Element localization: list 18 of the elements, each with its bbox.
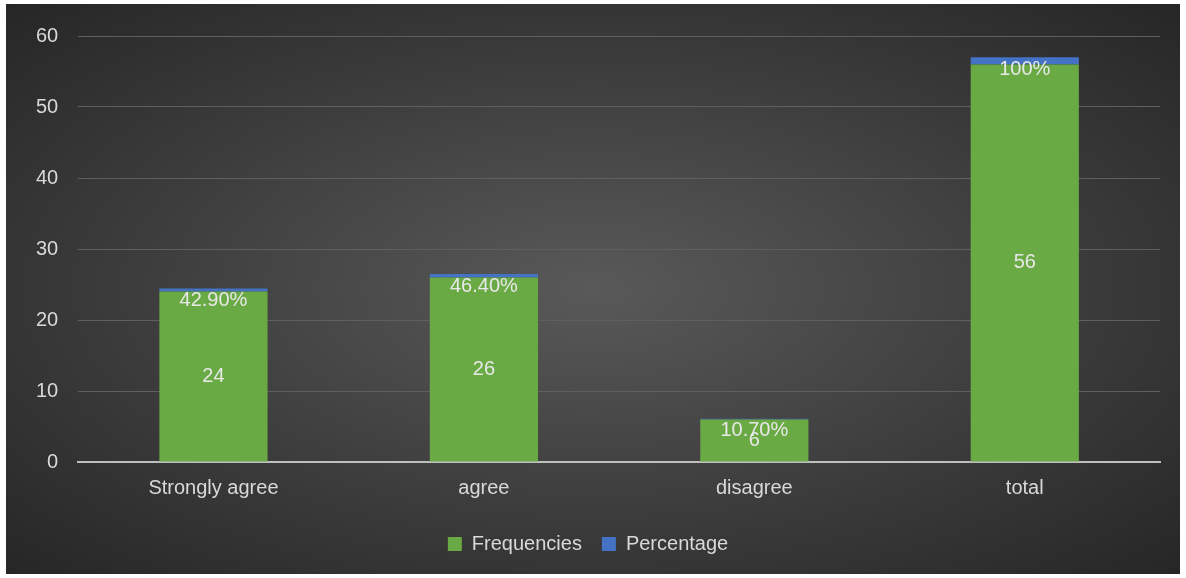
data-label: 46.40% xyxy=(449,273,519,296)
legend-label: Percentage xyxy=(625,531,729,554)
y-tick-label: 50 xyxy=(36,94,59,117)
data-label: 42.90% xyxy=(179,288,248,311)
y-tick-label: 20 xyxy=(36,307,59,330)
x-tick-label: total xyxy=(1005,475,1044,498)
x-tick-label: Strongly agree xyxy=(148,475,279,498)
y-tick-label: 40 xyxy=(36,165,59,188)
x-tick-label: agree xyxy=(458,475,510,498)
legend-label: Frequencies xyxy=(471,531,582,554)
y-tick-label: 60 xyxy=(36,23,59,46)
data-label: 56 xyxy=(1013,250,1036,273)
y-tick-label: 10 xyxy=(36,378,59,401)
y-tick-label: 0 xyxy=(47,449,59,472)
data-label: 26 xyxy=(472,356,496,379)
data-label: 24 xyxy=(202,364,225,387)
x-tick-label: disagree xyxy=(715,475,793,498)
y-tick-label: 30 xyxy=(36,236,59,259)
